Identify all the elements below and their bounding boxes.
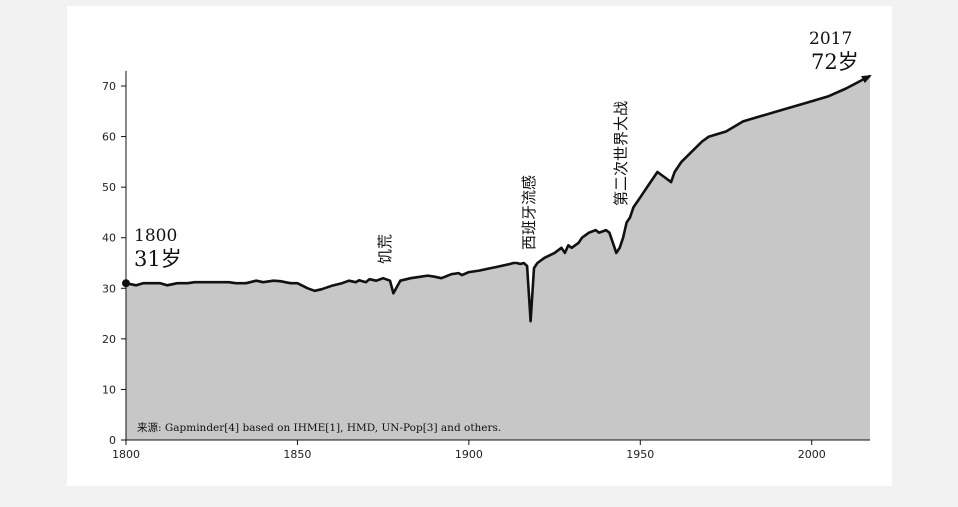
y-tick-label: 10 — [102, 383, 116, 396]
start-year-label: 1800 — [134, 226, 177, 246]
y-tick-label: 30 — [102, 282, 116, 295]
annotation-label: 第二次世界大战 — [612, 101, 630, 206]
end-value-label: 72岁 — [811, 50, 859, 74]
y-tick-label: 70 — [102, 80, 116, 93]
source-note: 来源: Gapminder[4] based on IHME[1], HMD, … — [137, 421, 501, 434]
annotation-label: 西班牙流感 — [520, 175, 538, 250]
annotation-label: 饥荒 — [376, 234, 394, 264]
y-tick-label: 20 — [102, 333, 116, 346]
x-tick-label: 1900 — [455, 448, 483, 461]
life-expectancy-chart: 0 10 20 30 40 50 60 70 1800 1850 1900 1950 2000 1800… — [102, 29, 872, 461]
y-tick-label: 40 — [102, 232, 116, 245]
x-tick-label: 1850 — [283, 448, 311, 461]
start-point — [122, 279, 130, 288]
end-year-label: 2017 — [809, 29, 852, 49]
x-tick-label: 1950 — [626, 448, 654, 461]
area-fill — [126, 75, 870, 441]
y-tick-label: 0 — [109, 434, 116, 447]
chart-frame: 0 10 20 30 40 50 60 70 1800 1850 1900 1950 2000 1800… — [67, 6, 892, 486]
y-tick-label: 50 — [102, 181, 116, 194]
x-tick-label: 2000 — [798, 448, 826, 461]
y-tick-label: 60 — [102, 131, 116, 144]
start-value-label: 31岁 — [134, 247, 182, 271]
series-line — [125, 74, 872, 323]
x-tick-label: 1800 — [112, 448, 140, 461]
